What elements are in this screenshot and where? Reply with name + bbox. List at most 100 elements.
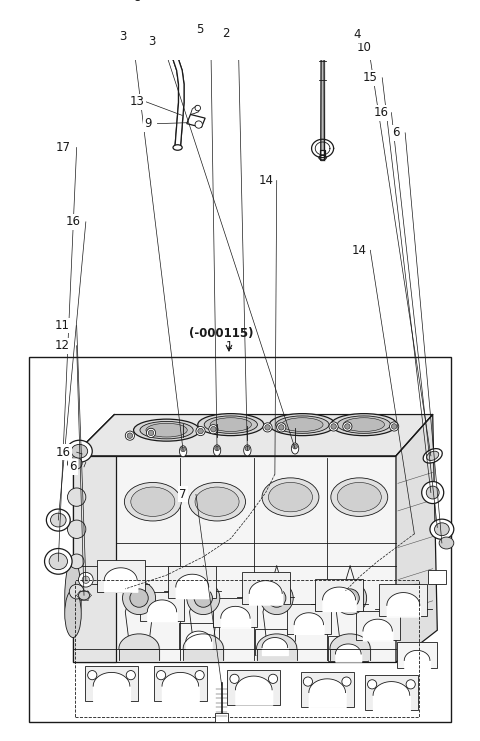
Text: 6: 6 bbox=[392, 126, 400, 139]
Circle shape bbox=[156, 671, 166, 679]
Ellipse shape bbox=[47, 509, 70, 531]
Polygon shape bbox=[396, 414, 437, 662]
Ellipse shape bbox=[50, 514, 66, 527]
Ellipse shape bbox=[427, 451, 439, 460]
Circle shape bbox=[303, 677, 312, 686]
Text: 13: 13 bbox=[130, 95, 144, 108]
Text: 8: 8 bbox=[133, 0, 141, 4]
Circle shape bbox=[342, 677, 351, 686]
Circle shape bbox=[209, 425, 218, 433]
Bar bbox=[380, 585, 427, 617]
Circle shape bbox=[148, 430, 154, 436]
Text: 5: 5 bbox=[196, 23, 204, 36]
Ellipse shape bbox=[198, 413, 264, 436]
Text: 6: 6 bbox=[69, 460, 77, 473]
Circle shape bbox=[390, 422, 399, 431]
Text: 16: 16 bbox=[374, 106, 389, 119]
Circle shape bbox=[268, 674, 277, 683]
Bar bbox=[140, 591, 184, 621]
Polygon shape bbox=[187, 114, 205, 127]
Text: 16: 16 bbox=[55, 445, 71, 459]
Ellipse shape bbox=[204, 416, 257, 433]
Polygon shape bbox=[143, 0, 176, 27]
Ellipse shape bbox=[282, 418, 323, 431]
Text: 4: 4 bbox=[354, 28, 361, 41]
Text: (-000115): (-000115) bbox=[190, 328, 254, 340]
Ellipse shape bbox=[65, 590, 81, 637]
Ellipse shape bbox=[215, 446, 219, 451]
Circle shape bbox=[230, 674, 239, 683]
Circle shape bbox=[276, 423, 286, 432]
Text: 17: 17 bbox=[55, 141, 71, 154]
Ellipse shape bbox=[49, 553, 68, 570]
Ellipse shape bbox=[140, 422, 193, 439]
Circle shape bbox=[122, 582, 156, 614]
Ellipse shape bbox=[65, 559, 81, 637]
Ellipse shape bbox=[45, 548, 72, 574]
Circle shape bbox=[198, 428, 204, 433]
Circle shape bbox=[260, 582, 293, 614]
Bar bbox=[179, 623, 219, 648]
Bar bbox=[320, 150, 325, 158]
Circle shape bbox=[82, 576, 89, 583]
Circle shape bbox=[265, 425, 270, 430]
Text: 15: 15 bbox=[363, 71, 378, 84]
Bar bbox=[287, 605, 331, 634]
Bar bbox=[328, 636, 369, 662]
Circle shape bbox=[345, 424, 350, 429]
Circle shape bbox=[127, 433, 132, 439]
Ellipse shape bbox=[79, 591, 89, 600]
Text: 14: 14 bbox=[259, 174, 274, 187]
Bar bbox=[29, 356, 451, 722]
Text: 10: 10 bbox=[357, 41, 372, 54]
Circle shape bbox=[68, 520, 86, 539]
Ellipse shape bbox=[291, 443, 299, 454]
Polygon shape bbox=[73, 414, 432, 456]
Text: 2: 2 bbox=[223, 27, 230, 40]
Text: 3: 3 bbox=[148, 35, 156, 47]
Bar bbox=[397, 642, 437, 668]
Ellipse shape bbox=[180, 446, 187, 456]
Circle shape bbox=[196, 427, 205, 436]
Circle shape bbox=[126, 671, 135, 679]
Ellipse shape bbox=[343, 418, 384, 431]
Circle shape bbox=[130, 589, 148, 607]
Bar bbox=[75, 579, 419, 717]
Bar bbox=[365, 675, 418, 710]
Text: 3: 3 bbox=[119, 30, 126, 43]
Circle shape bbox=[69, 585, 84, 599]
Ellipse shape bbox=[262, 478, 319, 516]
Circle shape bbox=[146, 428, 156, 437]
Polygon shape bbox=[151, 24, 184, 148]
Ellipse shape bbox=[337, 482, 381, 512]
Ellipse shape bbox=[245, 446, 250, 451]
Circle shape bbox=[88, 671, 97, 679]
Circle shape bbox=[368, 679, 377, 689]
Circle shape bbox=[68, 488, 86, 506]
Ellipse shape bbox=[244, 445, 251, 456]
Ellipse shape bbox=[337, 416, 391, 433]
Ellipse shape bbox=[423, 448, 442, 463]
Text: 12: 12 bbox=[54, 339, 70, 352]
Bar bbox=[215, 713, 228, 722]
Ellipse shape bbox=[269, 413, 336, 436]
Bar bbox=[214, 598, 257, 628]
Circle shape bbox=[341, 589, 360, 607]
Text: 1: 1 bbox=[226, 341, 232, 350]
Ellipse shape bbox=[181, 447, 185, 452]
Bar bbox=[154, 666, 207, 701]
Ellipse shape bbox=[276, 416, 329, 433]
Ellipse shape bbox=[293, 445, 297, 449]
Ellipse shape bbox=[189, 482, 245, 521]
Ellipse shape bbox=[71, 445, 88, 458]
Ellipse shape bbox=[68, 456, 82, 470]
Bar bbox=[85, 666, 138, 701]
Bar bbox=[168, 566, 216, 598]
Ellipse shape bbox=[133, 419, 200, 441]
Circle shape bbox=[426, 486, 439, 499]
Circle shape bbox=[267, 589, 286, 607]
Ellipse shape bbox=[319, 156, 326, 160]
Circle shape bbox=[195, 105, 201, 111]
Text: 9: 9 bbox=[144, 117, 152, 130]
Circle shape bbox=[69, 554, 84, 568]
